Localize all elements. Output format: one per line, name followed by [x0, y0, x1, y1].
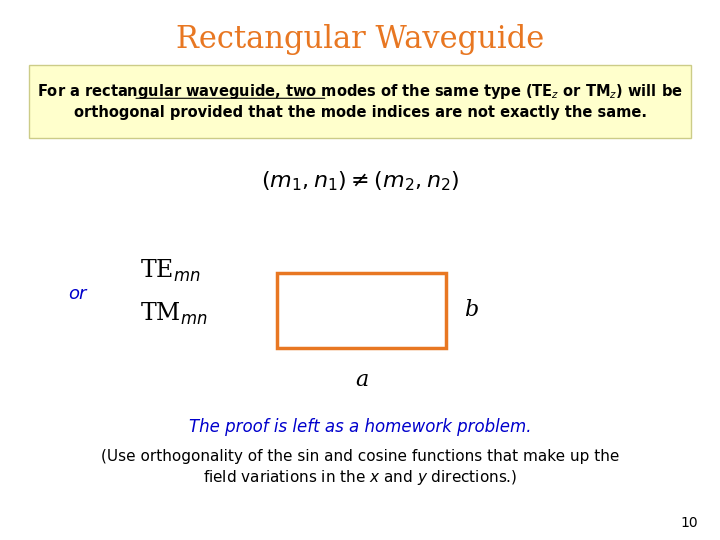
Text: Rectangular Waveguide: Rectangular Waveguide — [176, 24, 544, 55]
Text: a: a — [355, 369, 369, 391]
Text: TE$_{mn}$: TE$_{mn}$ — [140, 258, 201, 284]
Text: 10: 10 — [681, 516, 698, 530]
Text: The proof is left as a homework problem.: The proof is left as a homework problem. — [189, 417, 531, 436]
Text: (Use orthogonality of the sin and cosine functions that make up the: (Use orthogonality of the sin and cosine… — [101, 449, 619, 464]
Text: For a rectangular waveguide, two modes of the same type (TE$_z$ or TM$_z$) will : For a rectangular waveguide, two modes o… — [37, 82, 683, 101]
Text: b: b — [464, 300, 479, 321]
Text: TM$_{mn}$: TM$_{mn}$ — [140, 301, 208, 327]
Bar — [29, 65, 691, 138]
Text: $\left(m_1, n_1\right) \neq \left(m_2, n_2\right)$: $\left(m_1, n_1\right) \neq \left(m_2, n… — [261, 169, 459, 193]
Bar — [277, 273, 446, 348]
Text: or: or — [68, 285, 87, 303]
Text: orthogonal provided that the mode indices are not exactly the same.: orthogonal provided that the mode indice… — [73, 105, 647, 120]
Text: field variations in the $x$ and $y$ directions.): field variations in the $x$ and $y$ dire… — [203, 468, 517, 488]
